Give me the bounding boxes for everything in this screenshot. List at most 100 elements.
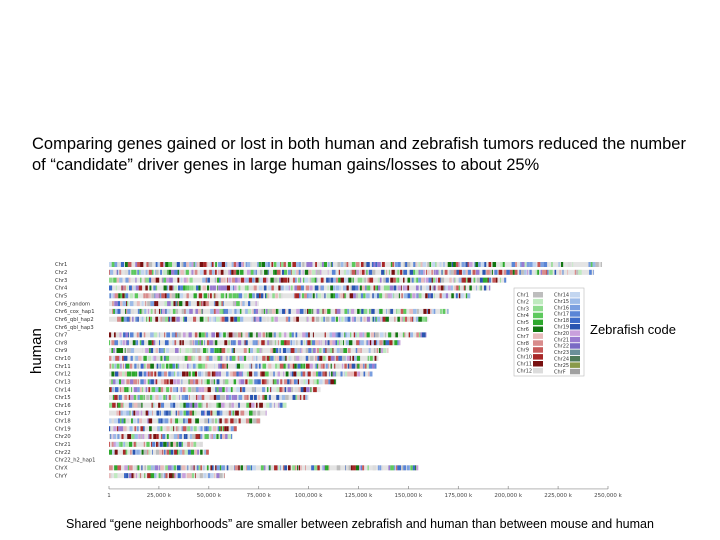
synteny-segment — [233, 285, 235, 291]
synteny-segment — [166, 308, 170, 314]
synteny-segment — [398, 340, 401, 346]
synteny-segment — [196, 394, 198, 400]
synteny-segment — [204, 379, 207, 385]
synteny-segment — [135, 277, 137, 283]
synteny-segment — [181, 426, 183, 432]
synteny-segment — [211, 262, 214, 267]
synteny-segment — [295, 262, 299, 267]
synteny-segment — [595, 262, 599, 267]
synteny-segment — [234, 285, 237, 291]
synteny-segment — [142, 410, 146, 416]
synteny-segment — [339, 316, 341, 322]
synteny-segment — [319, 355, 323, 361]
synteny-segment — [400, 269, 403, 275]
synteny-segment — [472, 269, 476, 275]
synteny-segment — [213, 301, 216, 307]
synteny-segment — [259, 293, 261, 299]
synteny-segment — [467, 269, 471, 275]
synteny-segment — [283, 371, 285, 377]
synteny-segment — [166, 449, 170, 455]
synteny-segment — [379, 277, 382, 283]
synteny-segment — [229, 269, 232, 275]
synteny-segment — [408, 316, 410, 322]
x-tick-label: 75,000 k — [247, 493, 272, 499]
synteny-segment — [368, 371, 370, 377]
synteny-segment — [206, 285, 210, 291]
synteny-segment — [168, 473, 173, 479]
synteny-segment — [137, 394, 138, 400]
synteny-segment — [303, 394, 306, 400]
synteny-segment — [216, 316, 220, 322]
synteny-segment — [168, 394, 171, 400]
synteny-segment — [120, 363, 122, 369]
synteny-segment — [113, 441, 116, 447]
synteny-segment — [166, 332, 170, 338]
legend-swatch — [570, 317, 580, 324]
synteny-segment — [442, 308, 446, 314]
synteny-segment — [169, 379, 174, 385]
synteny-segment — [430, 308, 432, 314]
synteny-segment — [443, 262, 445, 267]
legend-swatch — [570, 349, 580, 356]
synteny-segment — [238, 371, 242, 377]
synteny-segment — [545, 269, 548, 275]
synteny-segment — [121, 434, 124, 440]
synteny-segment — [252, 410, 256, 416]
synteny-segment — [356, 269, 359, 275]
synteny-segment — [131, 473, 134, 479]
synteny-segment — [216, 293, 218, 299]
synteny-segment — [247, 285, 249, 291]
synteny-segment — [249, 269, 251, 275]
synteny-segment — [345, 332, 347, 338]
synteny-segment — [307, 379, 310, 385]
synteny-segment — [216, 348, 219, 354]
synteny-segment — [152, 410, 153, 416]
synteny-segment — [351, 285, 356, 291]
synteny-segment — [245, 418, 250, 424]
synteny-segment — [366, 262, 370, 267]
synteny-segment — [307, 371, 311, 377]
synteny-segment — [186, 332, 189, 338]
chromosome-bar — [109, 293, 471, 299]
synteny-segment — [197, 449, 199, 455]
synteny-segment — [124, 387, 127, 393]
synteny-segment — [257, 340, 260, 346]
synteny-segment — [406, 465, 410, 471]
synteny-segment — [323, 465, 325, 471]
synteny-segment — [210, 465, 212, 471]
synteny-segment — [291, 387, 294, 393]
synteny-segment — [308, 293, 312, 299]
synteny-segment — [146, 316, 149, 322]
synteny-segment — [121, 285, 123, 291]
synteny-segment — [118, 410, 121, 416]
synteny-segment — [511, 262, 516, 267]
synteny-segment — [137, 394, 140, 400]
synteny-segment — [324, 293, 326, 299]
synteny-segment — [368, 269, 373, 275]
synteny-segment — [383, 348, 387, 354]
synteny-segment — [154, 293, 156, 299]
row-label: ChrY — [55, 473, 68, 479]
synteny-segment — [368, 363, 373, 369]
synteny-segment — [174, 449, 177, 455]
synteny-segment — [328, 277, 330, 283]
synteny-segment — [149, 379, 152, 385]
synteny-segment — [125, 449, 127, 455]
synteny-segment — [149, 277, 152, 283]
synteny-segment — [285, 285, 289, 291]
synteny-segment — [238, 465, 240, 471]
synteny-segment — [163, 441, 167, 447]
synteny-segment — [170, 449, 174, 455]
synteny-segment — [110, 426, 114, 432]
synteny-segment — [418, 293, 422, 299]
synteny-segment — [166, 293, 170, 299]
synteny-segment — [156, 434, 159, 440]
synteny-segment — [404, 285, 408, 291]
synteny-segment — [114, 418, 118, 424]
synteny-segment — [263, 308, 266, 314]
synteny-segment — [294, 355, 296, 361]
synteny-segment — [117, 402, 121, 408]
synteny-segment — [140, 379, 144, 385]
synteny-segment — [141, 340, 145, 346]
synteny-segment — [312, 308, 313, 314]
